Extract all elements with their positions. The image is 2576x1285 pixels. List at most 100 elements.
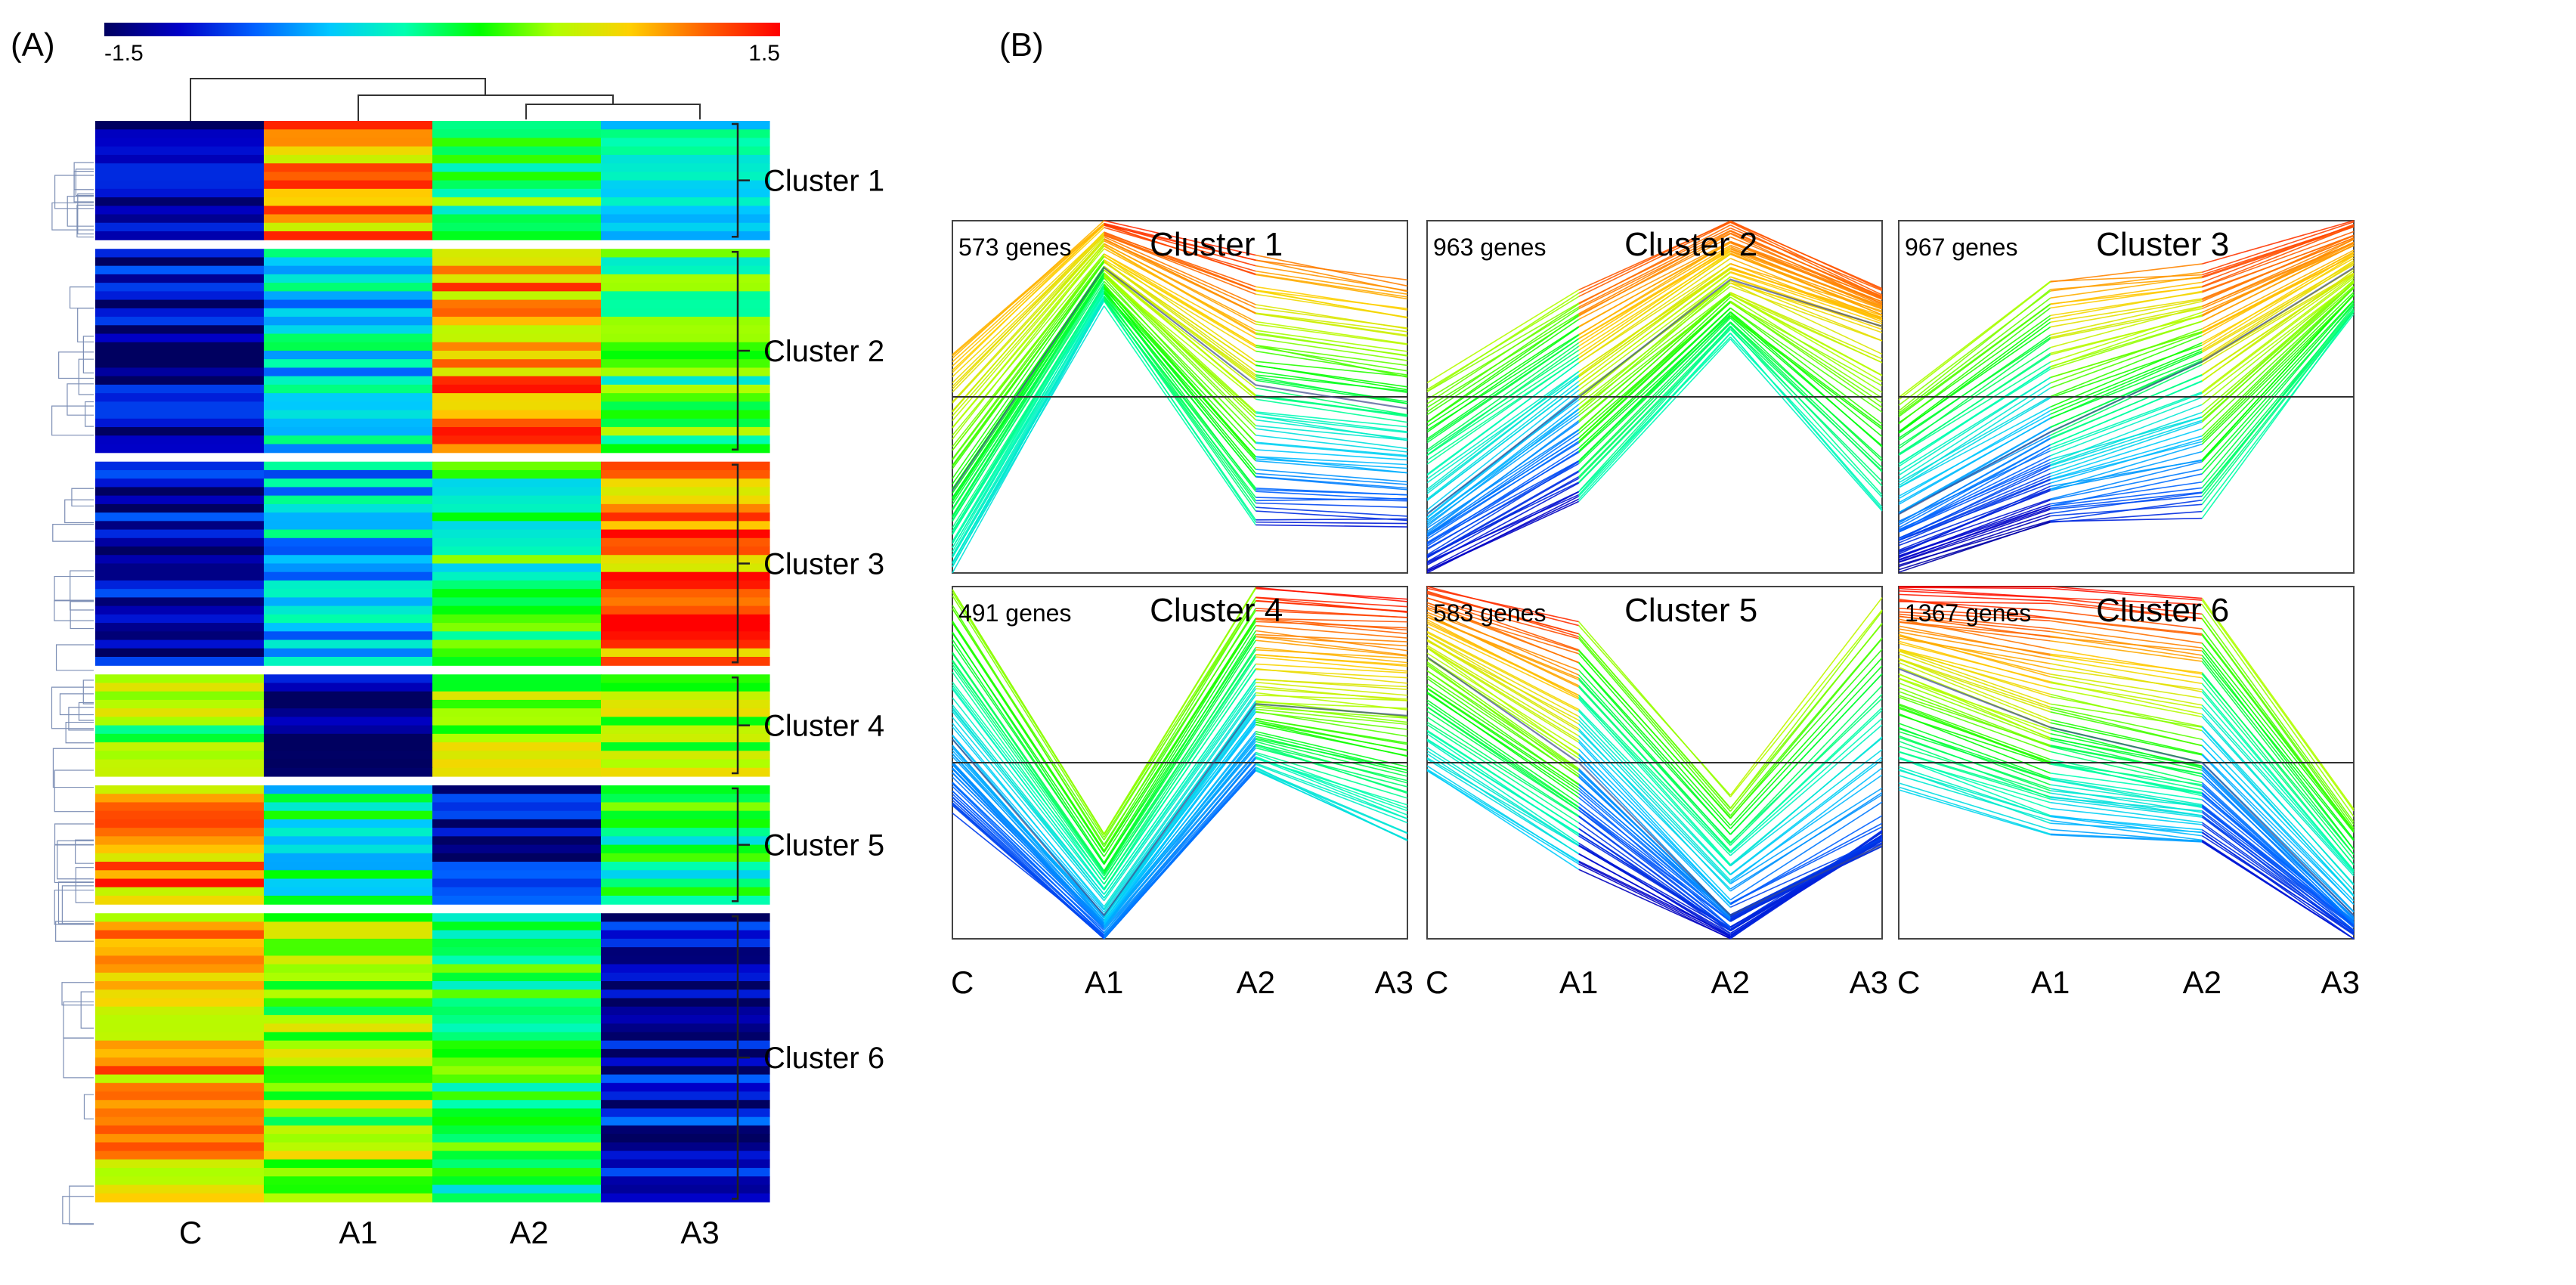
- gene-profile-segment: [1255, 747, 1408, 788]
- heatmap-cell: [264, 537, 433, 547]
- gene-profile-segment: [1104, 272, 1256, 413]
- gene-profile-segment: [1730, 267, 1883, 320]
- gene-profile-segment: [1578, 653, 1731, 826]
- heatmap-cell: [601, 308, 770, 317]
- gene-profile-segment: [1578, 828, 1731, 934]
- heatmap-cell: [95, 691, 265, 701]
- gene-profile-segment: [1578, 742, 1731, 906]
- heatmap-cell: [601, 1006, 770, 1016]
- heatmap-cell: [432, 274, 602, 283]
- gene-profile-segment: [2201, 275, 2355, 393]
- heatmap-cell: [601, 802, 770, 812]
- heatmap-cell: [95, 410, 265, 420]
- heatmap-cell: [432, 597, 602, 607]
- row-dendrogram-branch: [78, 701, 94, 721]
- heatmap-cell: [264, 947, 433, 956]
- heatmap-cell: [432, 862, 602, 871]
- gene-profile-segment: [2050, 834, 2203, 843]
- gene-profile-segment: [1898, 611, 2051, 622]
- gene-profile-segment: [1255, 587, 1408, 602]
- gene-profile-segment: [952, 803, 1105, 940]
- gene-profile-segment: [1578, 695, 1731, 853]
- heatmap-cell: [95, 1159, 265, 1169]
- gene-profile-segment: [1729, 326, 1883, 472]
- gene-profile-segment: [1729, 336, 1883, 498]
- gene-profile-segment: [1426, 437, 1580, 536]
- gene-profile-segment: [1255, 510, 1408, 522]
- gene-profile-segment: [1426, 688, 1580, 791]
- gene-profile-segment: [1255, 370, 1408, 394]
- heatmap-cell: [432, 674, 602, 684]
- gene-profile-segment: [1730, 262, 1883, 323]
- gene-profile-segment: [1898, 503, 2051, 557]
- gene-profile-segment: [2201, 689, 2355, 871]
- heatmap-cell: [432, 1116, 602, 1126]
- gene-profile-segment: [2050, 695, 2203, 727]
- gene-profile-segment: [2050, 300, 2203, 336]
- heatmap-cell: [432, 1176, 602, 1186]
- gene-profile-segment: [1104, 239, 1256, 308]
- row-dendrogram-branch: [75, 169, 94, 197]
- heatmap-cell: [601, 733, 770, 743]
- gene-profile-segment: [952, 652, 1105, 872]
- gene-profile-segment: [1898, 410, 2051, 500]
- gene-profile-segment: [1426, 740, 1580, 844]
- gene-profile-segment: [1104, 305, 1256, 525]
- gene-profile-segment: [1255, 419, 1408, 440]
- heatmap-cell: [601, 938, 770, 948]
- heatmap-cell: [264, 121, 433, 130]
- heatmap-cell: [95, 222, 265, 232]
- gene-profile-segment: [1103, 630, 1257, 872]
- gene-profile-segment: [1898, 522, 2051, 571]
- gene-profile-segment: [1426, 770, 1580, 865]
- x-tick-label: A2: [1237, 965, 1275, 1000]
- gene-profile-segment: [1578, 698, 1731, 867]
- heatmap-cell: [432, 972, 602, 982]
- heatmap-cell: [432, 359, 602, 369]
- heatmap-cell: [601, 350, 770, 360]
- gene-profile-segment: [1426, 592, 1579, 635]
- heatmap-cell: [601, 810, 770, 820]
- gene-profile-segment: [1255, 654, 1408, 666]
- gene-profile-segment: [1255, 767, 1408, 834]
- gene-profile-segment: [1426, 460, 1580, 544]
- gene-profile-segment: [952, 639, 1105, 865]
- gene-profile-segment: [2201, 745, 2355, 902]
- gene-profile-segment: [2201, 634, 2355, 832]
- row-dendrogram-branch: [61, 885, 94, 924]
- gene-profile-segment: [1255, 624, 1408, 639]
- gene-profile-segment: [1898, 706, 2051, 764]
- heatmap-cell: [601, 1082, 770, 1092]
- heatmap-cell: [95, 154, 265, 164]
- gene-profile-segment: [2201, 708, 2355, 877]
- gene-profile-segment: [2050, 392, 2203, 452]
- heatmap-cell: [95, 913, 265, 923]
- gene-profile-segment: [1255, 521, 1408, 525]
- heatmap-cell: [432, 495, 602, 505]
- heatmap-cell: [601, 1193, 770, 1203]
- gene-profile-segment: [2202, 225, 2355, 287]
- gene-profile-segment: [1578, 787, 1731, 921]
- gene-profile-segment: [1898, 757, 2051, 804]
- heatmap-cell: [95, 529, 265, 539]
- gene-profile-segment: [1730, 229, 1883, 300]
- gene-profile-segment: [1104, 688, 1256, 902]
- heatmap-cell: [432, 751, 602, 760]
- heatmap-cell: [264, 1014, 433, 1024]
- heatmap-cell: [264, 367, 433, 377]
- heatmap-cell: [601, 367, 770, 377]
- heatmap-cell: [601, 291, 770, 301]
- gene-profile-segment: [1255, 706, 1408, 719]
- gene-profile-segment: [1426, 747, 1580, 846]
- heatmap-cell: [601, 699, 770, 709]
- heatmap-cell: [264, 938, 433, 948]
- gene-profile-segment: [2050, 473, 2203, 507]
- gene-profile-segment: [1104, 243, 1256, 325]
- gene-profile-segment: [1898, 786, 2051, 835]
- gene-profile-segment: [1898, 613, 2051, 630]
- heatmap-cell: [95, 317, 265, 326]
- gene-profile-segment: [1255, 649, 1408, 659]
- gene-profile-segment: [1898, 789, 2051, 836]
- gene-profile-segment: [1426, 289, 1580, 384]
- heatmap-cell: [95, 333, 265, 343]
